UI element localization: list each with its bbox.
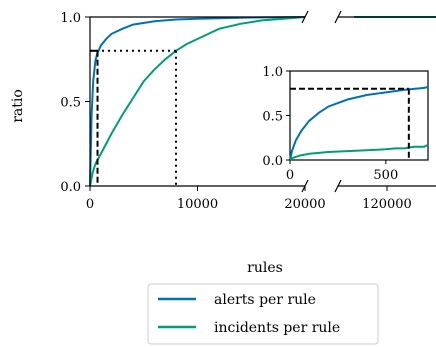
y-tick-label: 0.0: [60, 180, 81, 195]
series-line-incidents-left: [89, 16, 306, 187]
inset-x-tick-label: 0: [286, 168, 294, 183]
x-tick-label: 0: [86, 197, 94, 212]
inset-series-line-incidents: [289, 143, 429, 161]
x-tick-label: 120000: [362, 197, 412, 212]
x-axis-label: rules: [247, 260, 283, 276]
inset-series-line-alerts: [289, 86, 429, 161]
legend: alerts per rule incidents per rule: [147, 283, 379, 345]
x-tick-label: 20000: [284, 197, 325, 212]
axis-break-mark: [334, 10, 342, 24]
inset-y-tick-label: 1.0: [262, 65, 283, 80]
inset-y-tick-label: 0.5: [262, 110, 283, 125]
y-tick-label: 1.0: [60, 11, 81, 26]
series-line-alerts-left: [89, 16, 306, 187]
axis-break-mark: [334, 179, 342, 193]
legend-box: [147, 283, 379, 345]
inset-frame: [289, 70, 429, 161]
inset-x-tick-label: 500: [373, 168, 398, 183]
axis-break-mark: [301, 10, 309, 24]
legend-label-alerts: alerts per rule: [214, 292, 316, 308]
x-tick-label: 10000: [177, 197, 218, 212]
legend-label-incidents: incidents per rule: [214, 320, 340, 336]
y-tick-label: 0.5: [60, 96, 81, 111]
inset-y-tick-label: 0.0: [262, 154, 283, 169]
y-axis-label: ratio: [10, 89, 26, 123]
